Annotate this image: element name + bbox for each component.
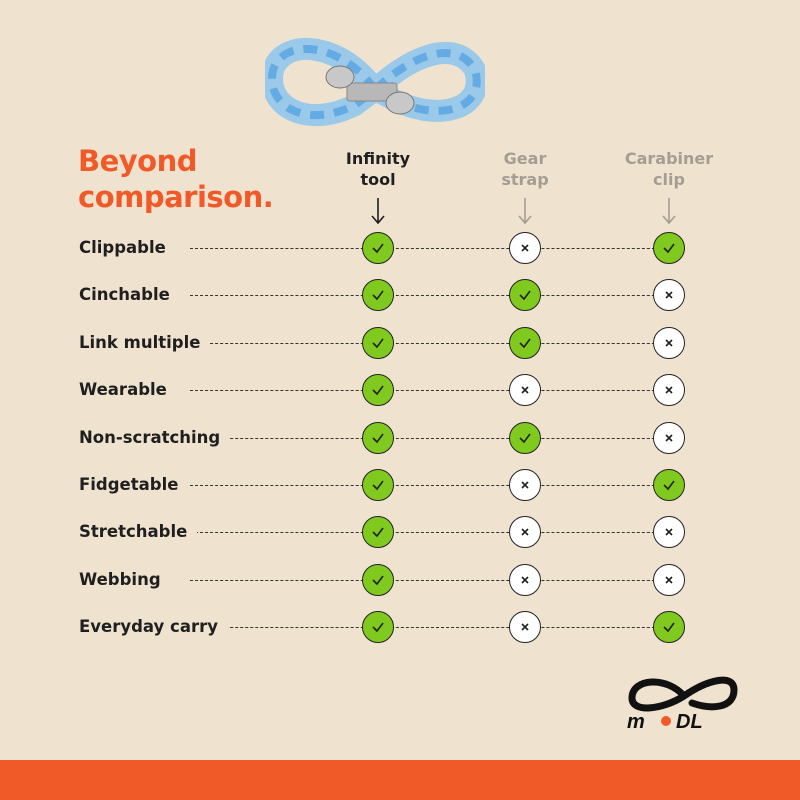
feature-label: Non-scratching xyxy=(79,427,231,447)
dashed-line xyxy=(190,295,685,297)
x-icon xyxy=(509,232,541,264)
title-line-1: Beyond xyxy=(78,144,198,178)
dashed-line xyxy=(190,627,685,629)
column-header-line2: strap xyxy=(501,170,549,189)
dashed-line xyxy=(190,485,685,486)
comparison-row: Everyday carry xyxy=(0,610,800,644)
title-line-2: comparison. xyxy=(78,180,274,214)
footer-bar xyxy=(0,760,800,800)
comparison-row: Fidgetable xyxy=(0,468,800,502)
column-header-line2: clip xyxy=(653,170,685,189)
x-icon xyxy=(653,563,685,596)
x-icon xyxy=(653,279,685,312)
check-icon xyxy=(362,611,394,644)
svg-text:m: m xyxy=(627,711,645,733)
comparison-row: Cinchable xyxy=(0,278,800,312)
x-icon xyxy=(509,563,541,596)
infinity-tool-product-image xyxy=(265,38,485,126)
check-icon xyxy=(509,421,541,454)
x-icon xyxy=(509,611,541,644)
check-icon xyxy=(362,469,394,501)
column-header-2: Carabiner clip xyxy=(599,148,739,190)
dashed-line xyxy=(190,342,685,344)
check-icon xyxy=(362,232,394,264)
dashed-line xyxy=(190,579,685,581)
x-icon xyxy=(509,516,541,549)
modl-logo: m DL xyxy=(627,676,738,733)
check-icon xyxy=(362,374,394,407)
feature-label: Everyday carry xyxy=(79,617,228,637)
check-icon xyxy=(653,611,685,644)
column-header-line1: Gear xyxy=(503,149,547,168)
feature-label: Fidgetable xyxy=(79,475,189,494)
check-icon xyxy=(362,279,394,312)
column-header-line2: tool xyxy=(360,170,396,189)
x-icon xyxy=(653,516,685,549)
check-icon xyxy=(509,326,541,359)
down-arrow-icon xyxy=(659,196,679,226)
comparison-row: Non-scratching xyxy=(0,421,800,455)
check-icon xyxy=(362,516,394,549)
feature-label: Cinchable xyxy=(79,285,180,305)
comparison-row: Webbing xyxy=(0,563,800,597)
column-header-1: Gear strap xyxy=(455,148,595,190)
dashed-line xyxy=(190,437,685,439)
check-icon xyxy=(653,232,685,264)
comparison-row: Wearable xyxy=(0,373,800,407)
column-header-line1: Infinity xyxy=(345,149,411,168)
feature-label: Stretchable xyxy=(79,522,198,542)
check-icon xyxy=(362,421,394,454)
svg-text:DL: DL xyxy=(676,711,703,733)
dashed-line xyxy=(190,390,685,392)
x-icon xyxy=(509,374,541,407)
check-icon xyxy=(509,279,541,312)
down-arrow-icon xyxy=(515,196,535,226)
dashed-line xyxy=(190,532,685,534)
column-header-0: Infinity tool xyxy=(308,148,448,190)
comparison-row: Clippable xyxy=(0,231,800,265)
column-header-line1: Carabiner xyxy=(624,149,714,168)
down-arrow-icon xyxy=(368,196,388,226)
feature-label: Wearable xyxy=(79,380,177,400)
x-icon xyxy=(509,469,541,501)
x-icon xyxy=(653,374,685,407)
page-title: Beyond comparison. xyxy=(78,143,274,215)
comparison-row: Link multiple xyxy=(0,326,800,360)
comparison-row: Stretchable xyxy=(0,515,800,549)
dashed-line xyxy=(190,248,685,249)
feature-label: Clippable xyxy=(79,238,176,257)
feature-label: Link multiple xyxy=(79,332,211,352)
check-icon xyxy=(362,563,394,596)
check-icon xyxy=(362,326,394,359)
x-icon xyxy=(653,421,685,454)
feature-label: Webbing xyxy=(79,569,171,589)
check-icon xyxy=(653,469,685,501)
x-icon xyxy=(653,326,685,359)
